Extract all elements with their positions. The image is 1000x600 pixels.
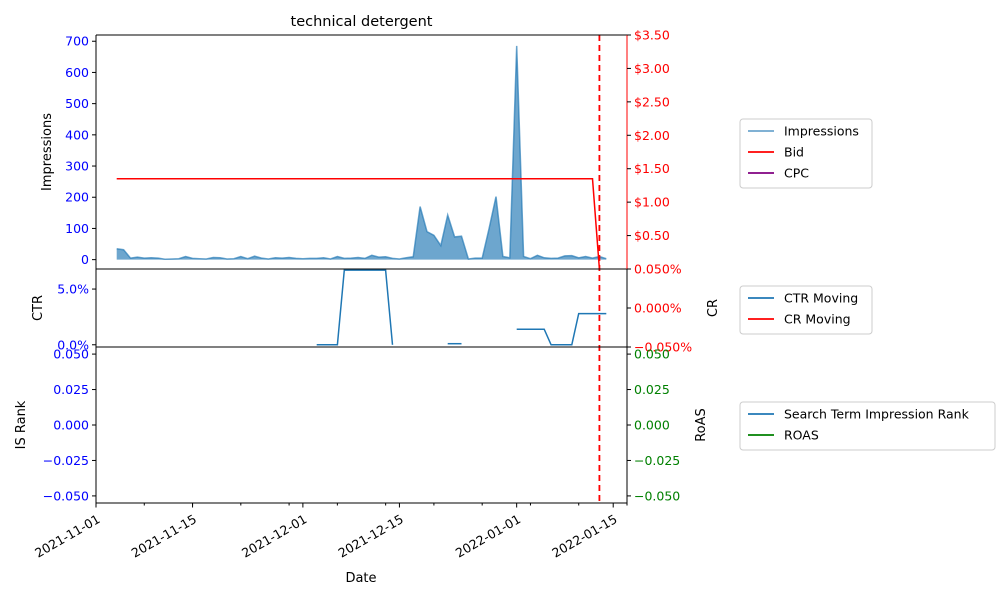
- cr-y-tick: 0.050%: [627, 262, 682, 277]
- legend-label: ROAS: [784, 428, 819, 443]
- bid-y-tick-label: $1.00: [634, 195, 670, 210]
- impressions-y-tick: 100: [65, 221, 96, 236]
- roas-y-tick: 0.050: [627, 347, 670, 362]
- roas-y-tick: −0.050: [627, 488, 680, 503]
- impressions-y-tick-label: 0: [81, 252, 89, 267]
- impressions-y-tick-label: 200: [65, 190, 89, 205]
- legend-middle: CTR Moving CR Moving: [739, 285, 873, 335]
- impressions-y-tick: 300: [65, 159, 96, 174]
- legend-bottom: Search Term Impression Rank ROAS: [739, 401, 996, 451]
- cr-y-tick: 0.000%: [627, 301, 682, 316]
- legend-label: Impressions: [784, 124, 859, 139]
- roas-y-tick-label: −0.050: [634, 488, 680, 503]
- bid-line: [116, 177, 601, 270]
- impressions-y-tick-label: 300: [65, 159, 89, 174]
- roas-y-tick: 0.000: [627, 418, 670, 433]
- bid-y-tick: $0.50: [627, 228, 670, 243]
- bid-y-tick: $1.50: [627, 161, 670, 176]
- is-rank-y-tick-label: −0.025: [43, 453, 89, 468]
- legend-label: Search Term Impression Rank: [784, 407, 970, 422]
- is-rank-y-tick-label: 0.050: [53, 347, 89, 362]
- is-rank-y-tick: −0.025: [43, 453, 96, 468]
- impressions-y-tick-label: 500: [65, 96, 89, 111]
- bid-y-tick: $2.50: [627, 94, 670, 109]
- legend-label: CPC: [784, 166, 809, 181]
- bid-y-tick-label: $2.00: [634, 128, 670, 143]
- impressions-y-tick: 200: [65, 190, 96, 205]
- legend-label: CTR Moving: [784, 291, 858, 306]
- impressions-y-tick-label: 600: [65, 65, 89, 80]
- ctr-y-tick-label: 5.0%: [57, 282, 89, 297]
- is-rank-axis-label: IS Rank: [14, 400, 29, 449]
- bid-y-tick-label: $3.00: [634, 61, 670, 76]
- ctr-y-tick: 5.0%: [57, 282, 96, 297]
- bid-y-tick-label: $3.50: [634, 28, 670, 43]
- impressions-y-tick: 500: [65, 96, 96, 111]
- impressions-y-tick-label: 700: [65, 34, 89, 49]
- legend-label: CR Moving: [784, 312, 851, 327]
- legends-layer: Impressions Bid CPC CTR Moving CR Moving Sear…: [739, 118, 996, 451]
- roas-axis-label: RoAS: [694, 408, 709, 442]
- bid-y-tick-label: $2.50: [634, 94, 670, 109]
- impressions-y-tick-label: 400: [65, 127, 89, 142]
- cr-axis-label: CR: [706, 299, 721, 317]
- impressions-axis-label: Impressions: [40, 113, 55, 191]
- impressions-line: [116, 45, 607, 261]
- roas-y-tick: 0.025: [627, 382, 670, 397]
- roas-y-tick-label: −0.025: [634, 453, 680, 468]
- x-axis-label: Date: [345, 571, 376, 586]
- is-rank-y-tick: 0.050: [53, 347, 96, 362]
- legend-label: Bid: [784, 145, 804, 160]
- ctr-y-tick: 0.0%: [57, 337, 96, 352]
- cr-y-tick: −0.050%: [627, 340, 692, 355]
- bid-y-tick: $1.00: [627, 195, 670, 210]
- cr-y-tick-label: 0.050%: [634, 262, 682, 277]
- legend-top: Impressions Bid CPC: [739, 118, 873, 189]
- chart-title: technical detergent: [291, 14, 433, 30]
- cr-y-tick-label: −0.050%: [634, 340, 692, 355]
- is-rank-y-tick: 0.025: [53, 382, 96, 397]
- impressions-y-tick: 600: [65, 65, 96, 80]
- ctr-moving-line-3: [516, 312, 607, 346]
- bid-y-tick: $3.00: [627, 61, 670, 76]
- is-rank-y-tick: 0.000: [53, 418, 96, 433]
- is-rank-y-tick-label: 0.000: [53, 418, 89, 433]
- impressions-y-tick-label: 100: [65, 221, 89, 236]
- roas-y-tick: −0.025: [627, 453, 680, 468]
- ctr-y-tick-label: 0.0%: [57, 337, 89, 352]
- axis-labels-layer: technical detergent Impressions CTR CR IS Ra…: [14, 14, 721, 586]
- impressions-y-tick: 400: [65, 127, 96, 142]
- is-rank-y-tick-label: 0.025: [53, 382, 89, 397]
- ctr-moving-line-1: [316, 269, 394, 346]
- roas-y-tick-label: 0.025: [634, 382, 670, 397]
- bid-y-tick: $2.00: [627, 128, 670, 143]
- bid-y-tick-label: $1.50: [634, 161, 670, 176]
- roas-y-tick-label: 0.000: [634, 418, 670, 433]
- impressions-y-tick: 0: [81, 252, 96, 267]
- is-rank-y-tick: −0.050: [43, 488, 96, 503]
- ctr-axis-label: CTR: [31, 295, 46, 321]
- roas-y-tick-label: 0.050: [634, 347, 670, 362]
- bid-y-tick: $3.50: [627, 28, 670, 43]
- axes-frames-layer: [95, 34, 628, 504]
- is-rank-y-tick-label: −0.050: [43, 488, 89, 503]
- impressions-y-tick: 700: [65, 34, 96, 49]
- cr-y-tick-label: 0.000%: [634, 301, 682, 316]
- bid-y-tick-label: $0.50: [634, 228, 670, 243]
